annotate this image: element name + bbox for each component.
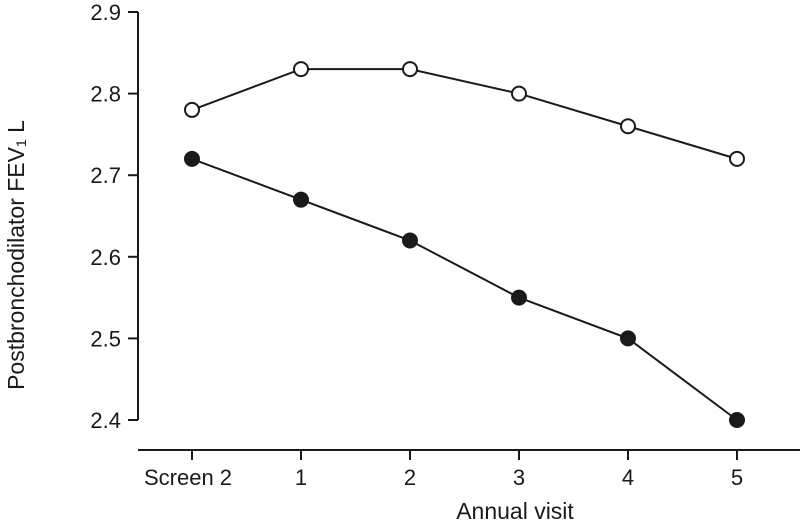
series-1-point xyxy=(729,150,745,167)
series-2-point xyxy=(293,191,309,208)
series-2-point xyxy=(729,412,745,428)
y-axis-title: Postbronchodilator FEV₁ L xyxy=(3,120,29,390)
y-tick-label: 2.8 xyxy=(90,82,121,107)
series-2-point xyxy=(511,289,527,306)
series-2-point xyxy=(402,232,418,249)
x-tick-label: 3 xyxy=(513,465,525,490)
x-tick-label: 4 xyxy=(622,465,634,490)
x-tick-label: 1 xyxy=(295,465,307,490)
x-tick-label: 2 xyxy=(404,465,416,490)
x-axis-title: Annual visit xyxy=(456,498,574,524)
x-tick-label: 5 xyxy=(731,465,743,490)
x-axis: Screen 2 1 2 3 4 5 xyxy=(138,449,800,490)
series-layer xyxy=(184,61,745,428)
y-tick-label: 2.6 xyxy=(90,245,121,270)
series-2-point xyxy=(184,150,200,167)
series-1-line xyxy=(191,68,738,160)
y-axis: 2.4 2.5 2.6 2.7 2.8 2.9 xyxy=(90,0,139,433)
series-2-point xyxy=(620,330,636,347)
y-tick-label: 2.9 xyxy=(90,0,121,25)
x-tick-label: Screen 2 xyxy=(144,465,232,490)
series-1-point xyxy=(184,101,200,118)
y-tick-label: 2.5 xyxy=(90,326,121,351)
series-2-line xyxy=(191,157,738,421)
series-1-point xyxy=(293,61,309,78)
series-1-point xyxy=(511,85,527,102)
series-1-point xyxy=(402,61,418,78)
series-1-point xyxy=(620,118,636,135)
y-tick-label: 2.7 xyxy=(90,163,121,188)
y-tick-label: 2.4 xyxy=(90,408,121,433)
